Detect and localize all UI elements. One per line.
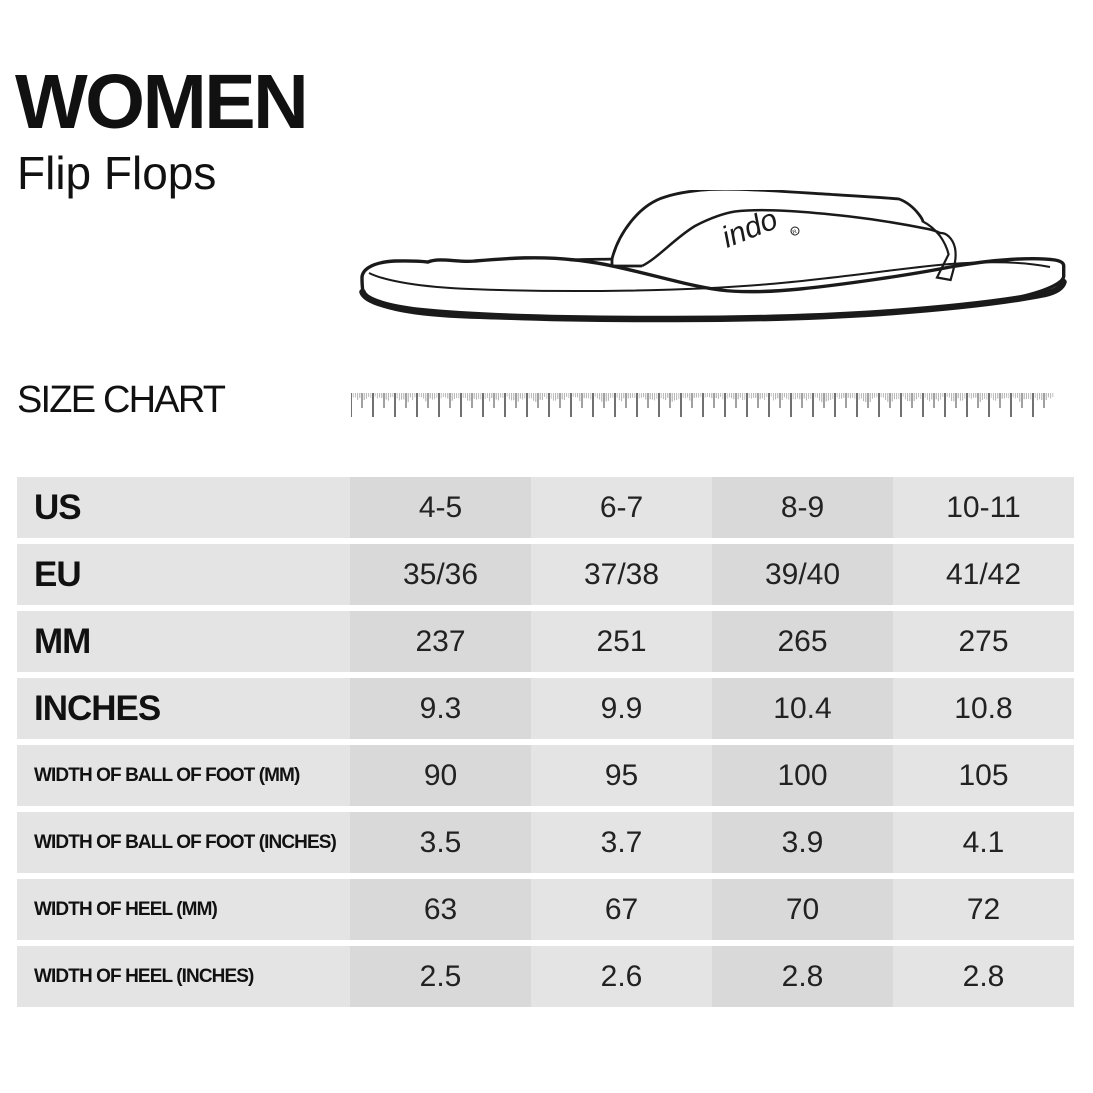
svg-text:indo: indo	[717, 203, 782, 255]
